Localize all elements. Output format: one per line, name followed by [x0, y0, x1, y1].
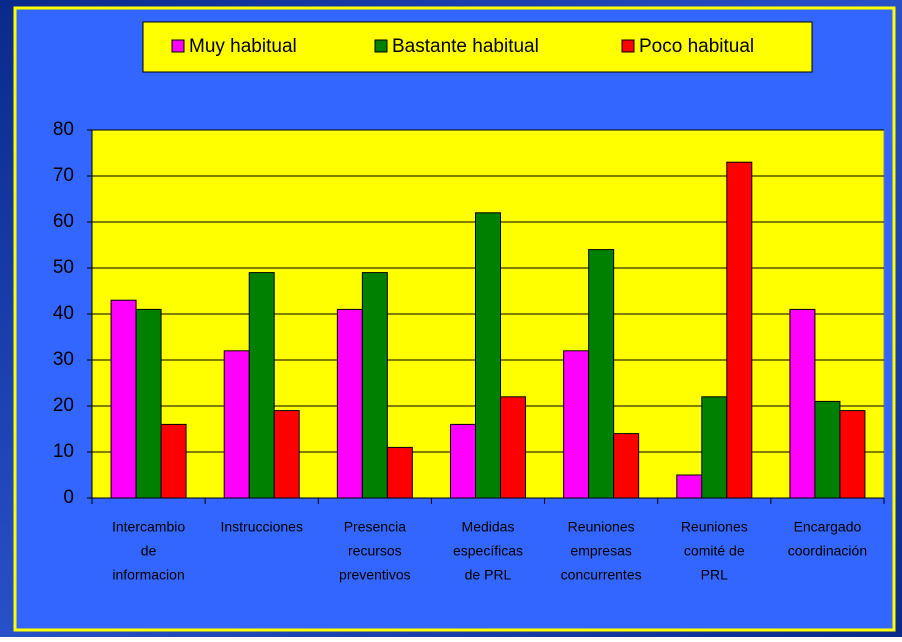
x-tick-label: informacion [112, 567, 184, 583]
x-tick-label: Encargado [794, 519, 862, 535]
bar [789, 308, 816, 499]
bar [273, 410, 300, 499]
x-tick-label: de PRL [465, 567, 512, 583]
x-tick-label: de [141, 543, 157, 559]
bar [563, 350, 590, 499]
x-tick-label: específicas [453, 543, 523, 559]
legend [142, 21, 813, 73]
x-tick-label: Presencia [344, 519, 406, 535]
bar [223, 350, 250, 499]
y-tick-label: 10 [53, 441, 74, 462]
bar [336, 308, 363, 499]
legend-label: Poco habitual [639, 36, 754, 57]
bar [726, 161, 753, 499]
bar [361, 272, 388, 499]
x-tick-label: Instrucciones [220, 519, 302, 535]
bar [814, 400, 841, 499]
bar [613, 433, 640, 499]
legend-label: Bastante habitual [392, 36, 539, 57]
legend-swatch [171, 39, 185, 53]
y-tick-label: 80 [53, 119, 74, 140]
bar [839, 410, 866, 499]
x-tick-label: concurrentes [561, 567, 642, 583]
bar [475, 212, 501, 499]
bar [588, 249, 615, 499]
y-tick-label: 50 [53, 257, 74, 278]
y-tick-label: 60 [53, 211, 74, 232]
x-tick-label: preventivos [339, 567, 411, 583]
y-tick-label: 0 [63, 487, 74, 508]
bar [110, 299, 137, 499]
y-tick-label: 70 [53, 165, 74, 186]
bar [450, 423, 476, 499]
bar [248, 272, 275, 499]
x-tick-label: PRL [701, 567, 728, 583]
x-tick-label: comité de [684, 543, 745, 559]
x-tick-label: Reuniones [681, 519, 748, 535]
bar [676, 474, 703, 499]
x-tick-label: coordinación [788, 543, 867, 559]
x-tick-label: Intercambio [112, 519, 185, 535]
bar [701, 396, 728, 499]
x-tick-label: Medidas [462, 519, 515, 535]
y-tick-label: 40 [53, 303, 74, 324]
bar [500, 396, 526, 499]
y-tick-label: 20 [53, 395, 74, 416]
legend-label: Muy habitual [189, 36, 297, 57]
x-tick-label: empresas [570, 543, 631, 559]
bar [386, 446, 413, 499]
legend-swatch [374, 39, 388, 53]
bar [135, 308, 162, 499]
x-tick-label: recursos [348, 543, 402, 559]
x-tick-label: Reuniones [568, 519, 635, 535]
y-tick-label: 30 [53, 349, 74, 370]
bar [160, 423, 187, 499]
legend-swatch [621, 39, 635, 53]
